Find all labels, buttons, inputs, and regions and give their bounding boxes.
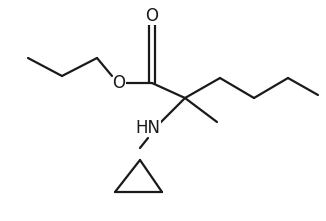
Text: O: O (145, 7, 158, 25)
Text: HN: HN (136, 119, 160, 137)
Text: O: O (112, 74, 126, 92)
